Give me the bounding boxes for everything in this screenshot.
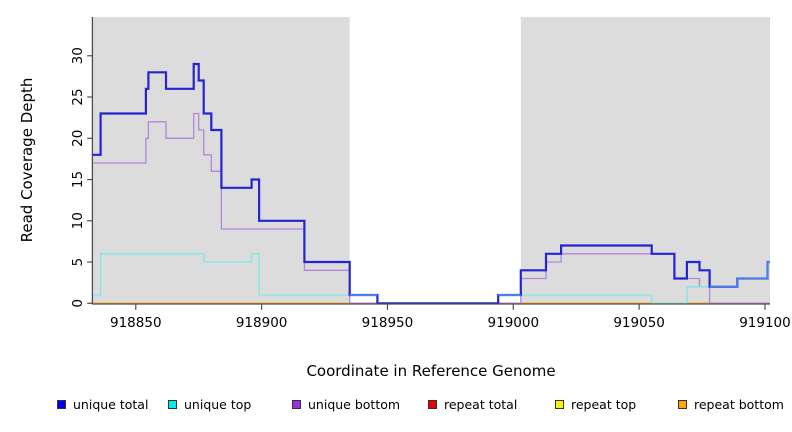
y-tick-label: 15 (70, 171, 86, 188)
x-tick-label: 919100 (739, 315, 791, 331)
legend-swatch-icon (428, 400, 437, 409)
shaded-region (520, 17, 770, 304)
y-tick-label: 30 (70, 47, 86, 64)
y-tick-label: 0 (70, 299, 86, 308)
y-tick-label: 20 (70, 130, 86, 147)
legend-label: unique total (73, 397, 149, 412)
x-tick-label: 918900 (236, 315, 288, 331)
legend-swatch-icon (678, 400, 687, 409)
unique-total-line (93, 62, 770, 305)
y-axis-label: Read Coverage Depth (18, 77, 36, 243)
x-tick-label: 919000 (488, 315, 540, 331)
legend-label: repeat total (444, 397, 518, 412)
legend-item-unique-top: unique top (168, 397, 251, 412)
legend-swatch-icon (292, 400, 301, 409)
legend-label: unique top (184, 397, 252, 412)
y-tick-label: 25 (70, 88, 86, 105)
legend-label: repeat bottom (694, 397, 784, 412)
legend-item-repeat-top: repeat top (555, 397, 636, 412)
legend-label: repeat top (571, 397, 637, 412)
x-tick-label: 918850 (110, 315, 162, 331)
y-tick-label: 10 (70, 212, 86, 229)
y-tick-label: 5 (70, 258, 86, 267)
legend-swatch-icon (168, 400, 177, 409)
unique-total-top-overlap-line (709, 261, 770, 288)
legend-swatch-icon (57, 400, 66, 409)
legend-item-repeat-total: repeat total (428, 397, 517, 412)
x-tick-label: 919050 (613, 315, 665, 331)
legend-item-unique-total: unique total (57, 397, 148, 412)
x-tick-label: 918950 (362, 315, 414, 331)
legend-item-repeat-bottom: repeat bottom (678, 397, 784, 412)
legend-label: unique bottom (308, 397, 401, 412)
x-axis-label: Coordinate in Reference Genome (306, 362, 556, 380)
legend-swatch-icon (555, 400, 564, 409)
legend-item-unique-bottom: unique bottom (292, 397, 400, 412)
